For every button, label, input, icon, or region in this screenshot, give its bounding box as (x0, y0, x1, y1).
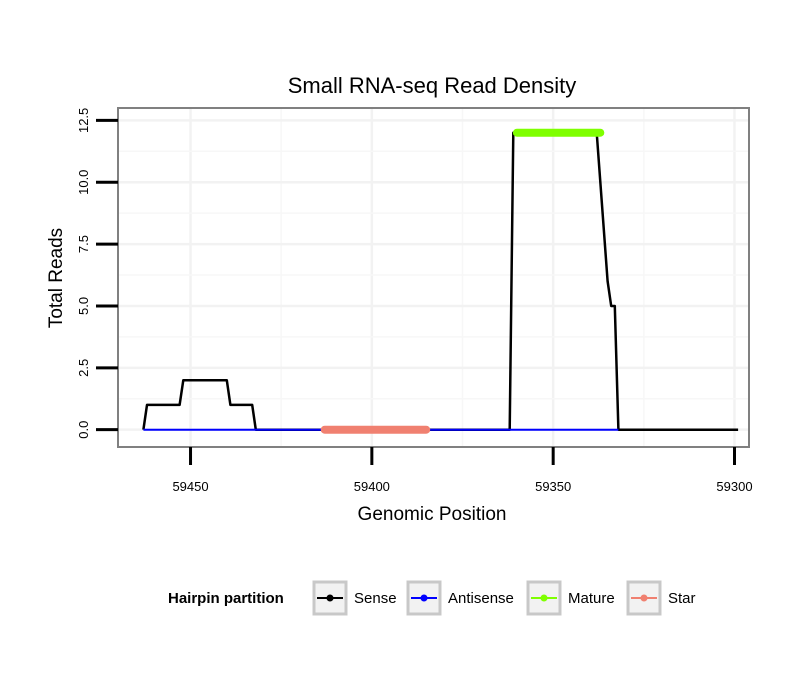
y-axis-title: Total Reads (46, 228, 67, 328)
y-tick-label: 2.5 (76, 359, 91, 377)
legend-key-dot (640, 594, 648, 602)
grid (118, 108, 749, 447)
legend-label-sense: Sense (354, 590, 397, 607)
legend-key-dot (420, 594, 428, 602)
legend: Hairpin partition Sense Antisense Mature St… (168, 580, 696, 616)
series-sense (142, 131, 739, 431)
x-tick-label: 59300 (716, 479, 752, 494)
legend-key-dot (540, 594, 548, 602)
y-axis: 0.0 2.5 5.0 7.5 10.0 12.5 (76, 108, 118, 439)
legend-label-antisense: Antisense (448, 590, 514, 607)
legend-label-star: Star (668, 590, 696, 607)
plot-frame (117, 107, 750, 448)
x-axis: 59450 59400 59350 59300 (172, 447, 753, 494)
y-tick-label: 0.0 (76, 421, 91, 439)
legend-title: Hairpin partition (168, 590, 284, 607)
x-tick-label: 59450 (172, 479, 208, 494)
legend-label-mature: Mature (568, 590, 615, 607)
y-tick-label: 7.5 (76, 235, 91, 253)
y-tick-label: 5.0 (76, 297, 91, 315)
legend-key-dot (326, 594, 334, 602)
x-tick-label: 59400 (354, 479, 390, 494)
series-layer (142, 128, 739, 434)
y-tick-label: 12.5 (76, 108, 91, 133)
x-axis-title: Genomic Position (358, 504, 507, 525)
y-tick-label: 10.0 (76, 170, 91, 195)
x-tick-label: 59350 (535, 479, 571, 494)
chart-title: Small RNA-seq Read Density (288, 73, 577, 98)
